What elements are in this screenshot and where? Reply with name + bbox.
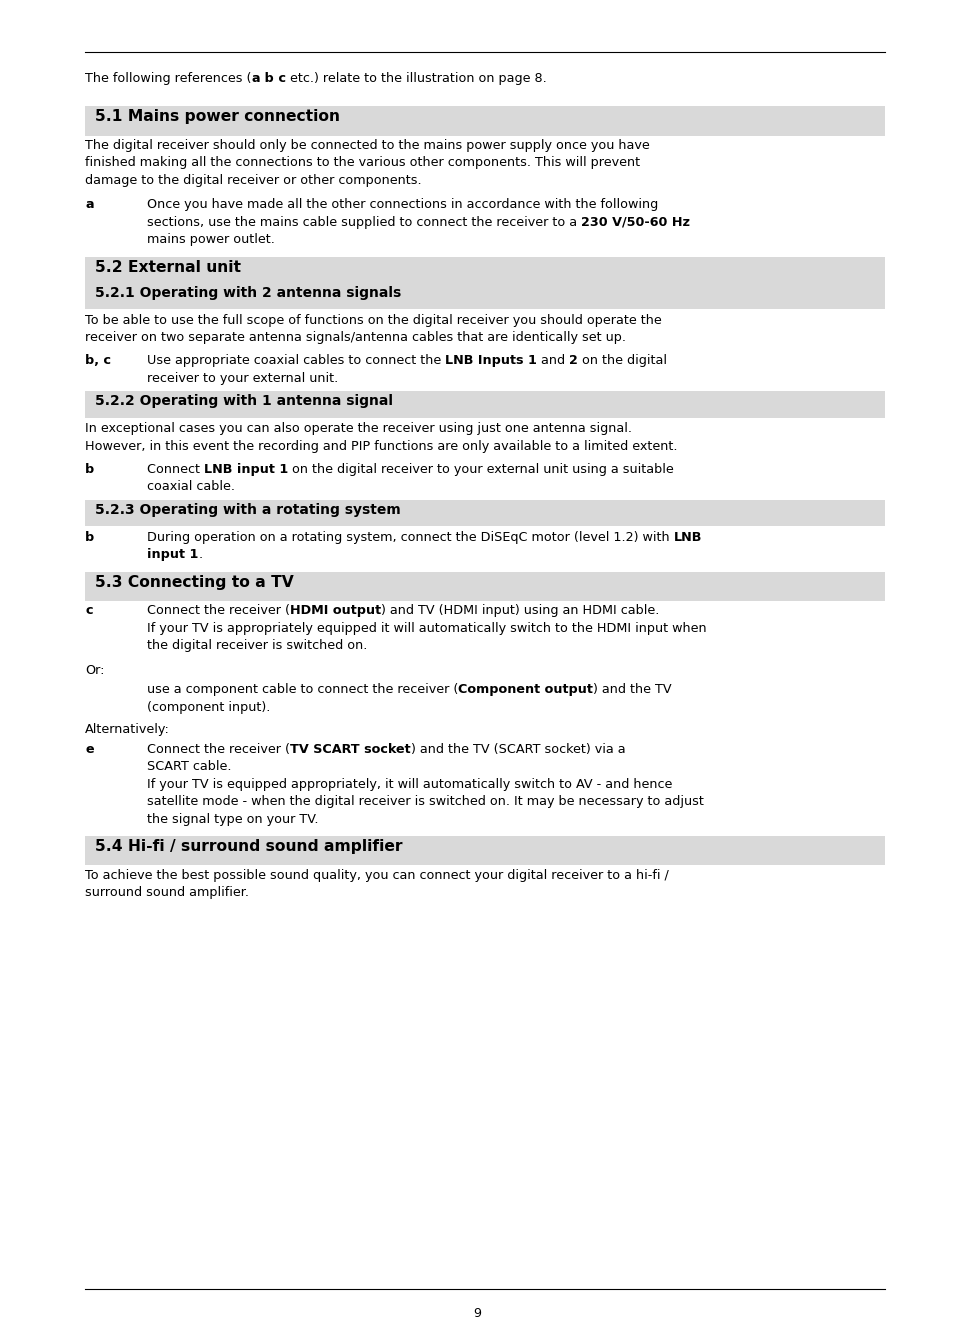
Text: the digital receiver is switched on.: the digital receiver is switched on.: [147, 640, 367, 652]
Text: LNB Inputs 1: LNB Inputs 1: [445, 354, 537, 367]
Text: on the digital receiver to your external unit using a suitable: on the digital receiver to your external…: [288, 463, 673, 476]
Text: HDMI output: HDMI output: [290, 605, 381, 617]
Text: In exceptional cases you can also operate the receiver using just one antenna si: In exceptional cases you can also operat…: [85, 422, 631, 436]
Text: If your TV is equipped appropriately, it will automatically switch to AV - and h: If your TV is equipped appropriately, it…: [147, 778, 672, 790]
Text: surround sound amplifier.: surround sound amplifier.: [85, 886, 249, 898]
Text: Connect: Connect: [147, 463, 204, 476]
Text: b: b: [85, 531, 94, 543]
Text: input 1: input 1: [147, 548, 198, 562]
Text: and: and: [537, 354, 569, 367]
Text: 5.4 Hi-fi / surround sound amplifier: 5.4 Hi-fi / surround sound amplifier: [95, 838, 402, 854]
Text: the signal type on your TV.: the signal type on your TV.: [147, 813, 318, 826]
Text: However, in this event the recording and PIP functions are only available to a l: However, in this event the recording and…: [85, 440, 677, 453]
Bar: [85, 106, 884, 135]
Text: receiver on two separate antenna signals/antenna cables that are identically set: receiver on two separate antenna signals…: [85, 331, 625, 345]
Bar: [85, 835, 884, 865]
Text: The digital receiver should only be connected to the mains power supply once you: The digital receiver should only be conn…: [85, 138, 649, 152]
Text: a: a: [252, 72, 260, 84]
Text: .: .: [198, 548, 202, 562]
Text: 5.2.3 Operating with a rotating system: 5.2.3 Operating with a rotating system: [95, 503, 400, 516]
Text: Alternatively:: Alternatively:: [85, 723, 170, 736]
Text: 5.1 Mains power connection: 5.1 Mains power connection: [95, 109, 339, 123]
Text: 230 V/50-60 Hz: 230 V/50-60 Hz: [580, 216, 689, 229]
Text: ) and TV (HDMI input) using an HDMI cable.: ) and TV (HDMI input) using an HDMI cabl…: [381, 605, 659, 617]
Text: satellite mode - when the digital receiver is switched on. It may be necessary t: satellite mode - when the digital receiv…: [147, 795, 703, 809]
Bar: [85, 392, 884, 418]
Text: c: c: [274, 72, 286, 84]
Text: etc.) relate to the illustration on page 8.: etc.) relate to the illustration on page…: [286, 72, 546, 84]
Text: 5.2.1 Operating with 2 antenna signals: 5.2.1 Operating with 2 antenna signals: [95, 286, 401, 300]
Text: ) and the TV: ) and the TV: [593, 683, 671, 696]
Text: c: c: [85, 605, 92, 617]
Text: 2: 2: [569, 354, 578, 367]
Text: Component output: Component output: [457, 683, 593, 696]
Text: coaxial cable.: coaxial cable.: [147, 480, 234, 493]
Text: 9: 9: [473, 1307, 480, 1320]
Text: SCART cable.: SCART cable.: [147, 760, 232, 772]
Text: Connect the receiver (: Connect the receiver (: [147, 605, 290, 617]
Text: a: a: [85, 198, 93, 212]
Text: During operation on a rotating system, connect the DiSEqC motor (level 1.2) with: During operation on a rotating system, c…: [147, 531, 673, 543]
Text: TV SCART socket: TV SCART socket: [290, 743, 410, 755]
Text: sections, use the mains cable supplied to connect the receiver to a: sections, use the mains cable supplied t…: [147, 216, 580, 229]
Text: ) and the TV (SCART socket) via a: ) and the TV (SCART socket) via a: [410, 743, 624, 755]
Text: b: b: [85, 463, 94, 476]
Text: receiver to your external unit.: receiver to your external unit.: [147, 371, 338, 385]
Text: LNB: LNB: [673, 531, 701, 543]
Text: mains power outlet.: mains power outlet.: [147, 233, 274, 247]
Text: Connect the receiver (: Connect the receiver (: [147, 743, 290, 755]
Bar: [85, 256, 884, 286]
Text: e: e: [85, 743, 93, 755]
Bar: [85, 283, 884, 310]
Text: finished making all the connections to the various other components. This will p: finished making all the connections to t…: [85, 157, 639, 169]
Bar: [85, 571, 884, 601]
Text: on the digital: on the digital: [578, 354, 666, 367]
Text: Once you have made all the other connections in accordance with the following: Once you have made all the other connect…: [147, 198, 658, 212]
Text: Or:: Or:: [85, 664, 105, 677]
Text: b: b: [260, 72, 274, 84]
Text: To be able to use the full scope of functions on the digital receiver you should: To be able to use the full scope of func…: [85, 314, 661, 327]
Bar: [85, 500, 884, 526]
Text: use a component cable to connect the receiver (: use a component cable to connect the rec…: [147, 683, 457, 696]
Text: (component input).: (component input).: [147, 700, 270, 713]
Text: LNB input 1: LNB input 1: [204, 463, 288, 476]
Text: The following references (: The following references (: [85, 72, 252, 84]
Text: If your TV is appropriately equipped it will automatically switch to the HDMI in: If your TV is appropriately equipped it …: [147, 622, 706, 634]
Text: 5.3 Connecting to a TV: 5.3 Connecting to a TV: [95, 574, 294, 590]
Text: To achieve the best possible sound quality, you can connect your digital receive: To achieve the best possible sound quali…: [85, 869, 668, 881]
Text: damage to the digital receiver or other components.: damage to the digital receiver or other …: [85, 174, 421, 186]
Text: Use appropriate coaxial cables to connect the: Use appropriate coaxial cables to connec…: [147, 354, 445, 367]
Text: 5.2 External unit: 5.2 External unit: [95, 260, 241, 275]
Text: 5.2.2 Operating with 1 antenna signal: 5.2.2 Operating with 1 antenna signal: [95, 394, 393, 408]
Text: b, c: b, c: [85, 354, 111, 367]
